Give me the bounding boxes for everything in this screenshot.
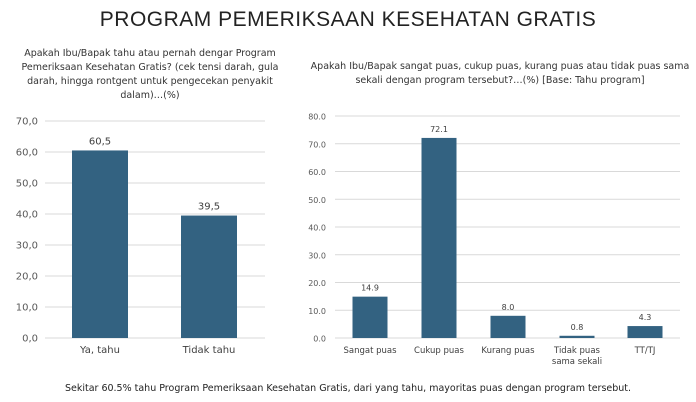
chart2-category-label: Kurang puas [481,346,535,356]
chart1-question: Apakah Ibu/Bapak tahu atau pernah dengar… [21,48,279,101]
chart2-category-label: TT/TJ [634,346,656,356]
chart2-category-label: Cukup puas [414,346,464,356]
chart2-ytick-label: 10.0 [308,307,326,316]
chart1-ytick-label: 30,0 [16,241,38,252]
chart2-category-label: Sangat puas [343,346,397,356]
chart2-bar [421,137,457,338]
chart2-bar [490,315,526,338]
chart1-category-label: Ya, tahu [79,345,120,356]
chart2-ytick-label: 70.0 [308,140,326,149]
chart1-data-label: 39,5 [198,202,220,213]
chart2-ytick-label: 40.0 [308,224,326,233]
chart2-category-label: Tidak puas [553,346,601,356]
chart1-data-label: 60,5 [89,136,111,147]
chart2-data-label: 4.3 [639,313,652,322]
chart2-data-label: 8.0 [502,303,515,312]
chart1-category-label: Tidak tahu [182,345,236,356]
chart2-ytick-label: 0.0 [313,335,326,344]
chart1-bar [181,215,237,338]
chart2-bar [352,296,388,338]
footer-summary: Sekitar 60.5% tahu Program Pemeriksaan K… [64,383,632,394]
chart2-bar [627,326,663,338]
chart2-question: Apakah Ibu/Bapak sangat puas, cukup puas… [310,61,690,86]
chart2-category-label: sama sekali [552,357,602,367]
chart1-ytick-label: 10,0 [16,303,38,314]
chart2-ytick-label: 60.0 [308,168,326,177]
chart2-data-label: 14.9 [361,284,379,293]
chart1-ytick-label: 70,0 [16,117,38,128]
page-title: PROGRAM PEMERIKSAAN KESEHATAN GRATIS [99,8,597,31]
chart2-ytick-label: 50.0 [308,196,326,205]
chart1-ytick-label: 50,0 [16,179,38,190]
chart2-ytick-label: 80.0 [308,113,326,122]
chart1-ytick-label: 60,0 [16,148,38,159]
chart1-bar [72,150,128,338]
chart2-data-label: 0.8 [571,323,584,332]
chart2-ytick-label: 20.0 [308,279,326,288]
chart1-ytick-label: 0,0 [22,334,38,345]
chart1-ytick-label: 40,0 [16,210,38,221]
chart2-data-label: 72.1 [430,125,448,134]
chart1-ytick-label: 20,0 [16,272,38,283]
chart2-ytick-label: 30.0 [308,251,326,260]
chart2-bar [559,335,595,338]
